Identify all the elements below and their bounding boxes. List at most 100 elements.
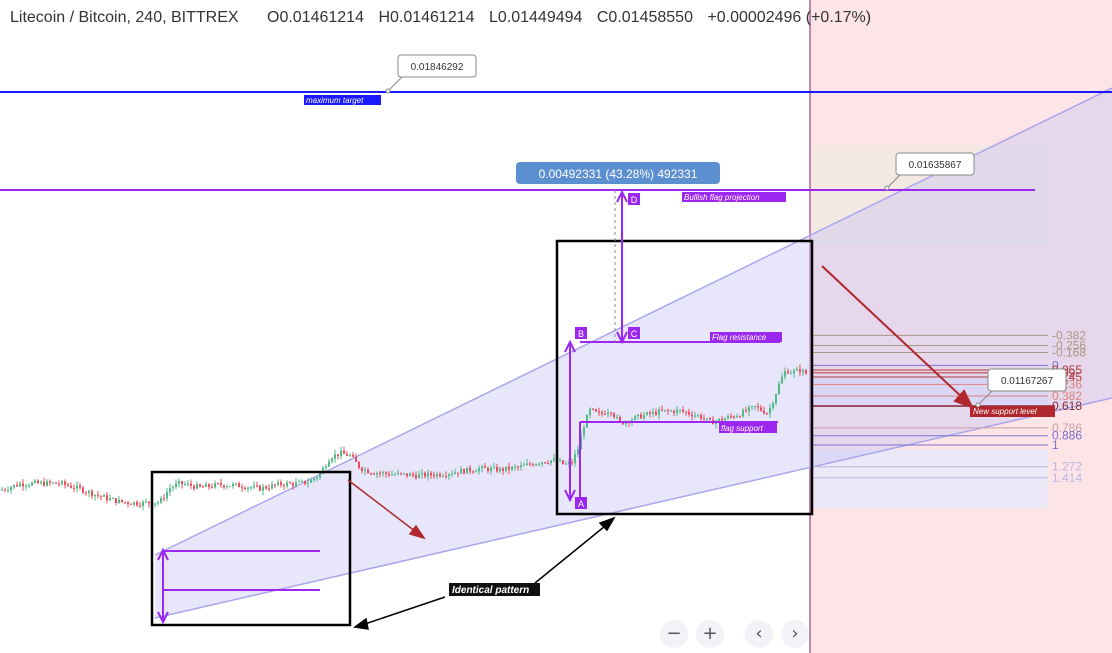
candle-body: [655, 411, 657, 415]
candle-body: [43, 481, 45, 486]
candle-body: [79, 485, 81, 488]
candle-body: [271, 484, 273, 489]
candle-body: [49, 481, 51, 483]
candle-body: [325, 466, 327, 469]
candle-body: [184, 484, 186, 486]
flag-support-label: flag support: [721, 424, 764, 433]
flag-drawing-second: [564, 189, 780, 505]
svg-text:0.00492331 (43.28%) 492331: 0.00492331 (43.28%) 492331: [539, 167, 698, 181]
candle-body: [208, 484, 210, 487]
candle-body: [136, 502, 138, 506]
candle-body: [577, 449, 579, 455]
candle-body: [376, 473, 378, 475]
candle-body: [334, 454, 336, 459]
candle-body: [172, 487, 174, 489]
candle-body: [676, 409, 678, 414]
candle-body: [706, 418, 708, 420]
candle-body: [217, 483, 219, 485]
candle-body: [301, 480, 303, 482]
svg-text:0.01846292: 0.01846292: [411, 62, 464, 73]
point-d-marker: D: [628, 193, 640, 205]
candle-body: [784, 371, 786, 377]
candle-body: [7, 490, 9, 492]
candle-body: [487, 467, 489, 472]
candle-body: [364, 469, 366, 471]
candle-body: [775, 394, 777, 404]
symbol-title[interactable]: Litecoin / Bitcoin, 240, BITTREX: [10, 9, 239, 26]
candle-body: [643, 414, 645, 419]
candle-body: [193, 485, 195, 489]
candle-body: [94, 494, 96, 497]
candle-body: [286, 482, 288, 487]
candle-body: [700, 415, 702, 419]
candle-body: [178, 481, 180, 484]
candle-body: [58, 483, 60, 485]
candle-body: [283, 485, 285, 487]
scroll-left-button[interactable]: ‹: [745, 620, 773, 648]
candle-body: [160, 498, 162, 503]
svg-text:B: B: [578, 329, 584, 339]
fib-label-1.414: 1.414: [1052, 471, 1082, 485]
candle-body: [415, 475, 417, 478]
candle-body: [637, 414, 639, 416]
candle-body: [598, 411, 600, 413]
candle-body: [763, 410, 765, 414]
candle-body: [388, 473, 390, 476]
candle-body: [670, 410, 672, 412]
candle-body: [718, 418, 720, 421]
maximum-target-label: maximum target: [306, 96, 364, 105]
fib-label-0.786: 0.786: [1052, 421, 1082, 435]
candle-body: [583, 427, 585, 436]
candle-body: [223, 485, 225, 488]
channel-lower-line: [154, 397, 1112, 619]
open-value: O0.01461214: [267, 9, 364, 26]
candle-body: [82, 487, 84, 493]
candle-body: [505, 466, 507, 471]
candle-body: [499, 468, 501, 472]
candle-body: [757, 406, 759, 408]
high-value: H0.01461214: [378, 9, 475, 26]
candle-body: [199, 484, 201, 487]
candle-body: [319, 473, 321, 478]
fib-label--0.168: -0.168: [1052, 345, 1086, 359]
candle-body: [259, 485, 261, 491]
candle-body: [340, 450, 342, 456]
candle-body: [313, 478, 315, 481]
candle-body: [100, 495, 102, 497]
candle-body: [64, 481, 66, 485]
candle-body: [430, 472, 432, 476]
candle-body: [343, 450, 345, 454]
candle-body: [88, 490, 90, 493]
fib-label-0.618: 0.618: [1052, 399, 1082, 413]
fib-label--0.256: -0.256: [1052, 339, 1086, 353]
candle-body: [547, 462, 549, 464]
candle-body: [511, 466, 513, 470]
candle-body: [445, 475, 447, 477]
candle-body: [124, 502, 126, 504]
candle-body: [70, 485, 72, 488]
candle-body: [559, 460, 561, 462]
zoom-out-button[interactable]: −: [660, 620, 688, 648]
candle-body: [679, 409, 681, 411]
candle-body: [736, 416, 738, 418]
new-support-callout: 0.01167267: [975, 368, 1067, 408]
pattern-box-first[interactable]: [150, 470, 352, 627]
candle-body: [532, 464, 534, 466]
fib-label-0: 0: [1052, 358, 1059, 372]
candle-body: [130, 503, 132, 505]
scroll-right-button[interactable]: ›: [781, 620, 809, 648]
candle-body: [634, 415, 636, 420]
candle-body: [535, 464, 537, 466]
candle-body: [211, 486, 213, 488]
pattern-box-second[interactable]: [555, 239, 814, 516]
maximum-target-label-box: [304, 95, 381, 105]
candle-body: [190, 483, 192, 486]
candle-body: [553, 458, 555, 461]
candle-body: [97, 494, 99, 496]
candle-body: [1, 489, 3, 491]
candle-body: [76, 485, 78, 489]
candle-body: [517, 466, 519, 468]
candle-body: [232, 483, 234, 487]
zoom-in-button[interactable]: +: [696, 620, 724, 648]
